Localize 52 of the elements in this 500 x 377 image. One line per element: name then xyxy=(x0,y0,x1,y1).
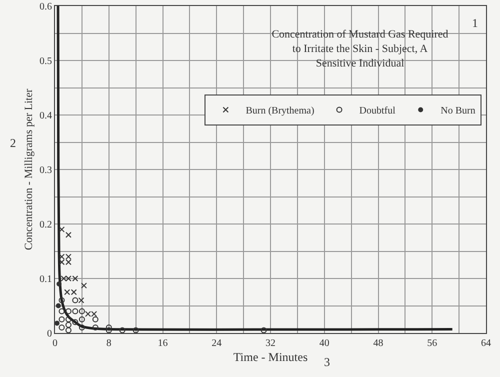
x-tick-label: 40 xyxy=(319,338,330,349)
point xyxy=(65,316,72,322)
x-tick-label: 64 xyxy=(481,338,491,349)
point xyxy=(56,303,61,308)
x-tick-label: 32 xyxy=(266,338,276,349)
point xyxy=(132,327,139,333)
y-tick-label: 0.1 xyxy=(40,274,52,285)
point xyxy=(119,327,126,333)
x-tick-label: 16 xyxy=(158,338,168,349)
point xyxy=(72,297,78,304)
point xyxy=(78,297,84,304)
x-tick-label: 48 xyxy=(373,338,384,349)
legend-label: No Burn xyxy=(440,106,476,117)
point xyxy=(58,308,65,314)
y-tick-label: 0.5 xyxy=(40,56,52,67)
y-tick-label: 0 xyxy=(47,328,52,340)
text: 2 xyxy=(10,136,16,150)
y-axis-title: Concentration - Milligrams per Liter xyxy=(23,88,36,250)
point xyxy=(72,308,78,314)
point xyxy=(65,322,72,328)
point xyxy=(78,324,85,331)
y-tick-label: 0.4 xyxy=(40,110,52,122)
x-axis-title: Time - Minutes xyxy=(233,350,308,364)
legend-label: Doubtful xyxy=(359,106,396,117)
text: 3 xyxy=(324,355,330,369)
point xyxy=(92,324,98,331)
point xyxy=(106,324,112,331)
y-tick-label: 0.6 xyxy=(40,2,52,12)
point xyxy=(58,297,65,304)
x-tick-label: 56 xyxy=(427,338,438,349)
point xyxy=(65,327,72,333)
point xyxy=(92,316,98,322)
point xyxy=(106,327,112,333)
x-tick-label: 8 xyxy=(106,338,112,349)
point xyxy=(56,281,62,286)
point xyxy=(58,226,65,232)
x-tick-label: 24 xyxy=(212,338,222,349)
text: Concentration of Mustard Gas Required to Irritate the Skin - Subject, A Sensitive Individual xyxy=(272,28,449,70)
point xyxy=(80,282,87,289)
point xyxy=(58,316,65,322)
point xyxy=(65,232,72,238)
point xyxy=(78,316,85,322)
y-tick-label: 0.3 xyxy=(40,165,52,176)
point xyxy=(65,308,72,314)
point xyxy=(78,308,85,314)
annotation: 1 xyxy=(472,16,478,30)
point xyxy=(260,327,267,333)
point xyxy=(58,324,65,331)
point xyxy=(72,319,78,326)
y-tick-label: 0.2 xyxy=(40,220,52,230)
point xyxy=(55,320,60,326)
legend-label: Burn (Brythema) xyxy=(246,106,314,117)
